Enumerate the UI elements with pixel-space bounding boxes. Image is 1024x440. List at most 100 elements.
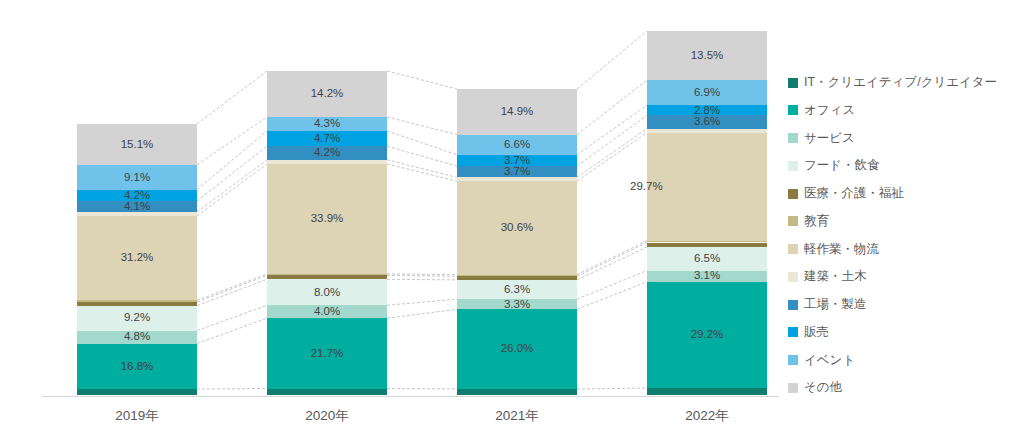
legend-item-factory: 工場・製造 <box>788 296 867 313</box>
segment-value-label: 29.7% <box>630 181 663 193</box>
legend-label: 医療・介護・福祉 <box>804 185 904 202</box>
segment-value-label: 6.3% <box>504 284 530 296</box>
legend-label: 建築・土木 <box>804 268 867 285</box>
segment-value-label: 14.2% <box>311 88 344 100</box>
segment-light_work: 31.2% <box>77 216 197 301</box>
segment-construction <box>267 160 387 164</box>
connector-line <box>197 305 267 330</box>
legend-swatch-icon <box>788 161 798 171</box>
connector-line <box>197 275 267 302</box>
segment-construction <box>77 212 197 216</box>
segment-office: 26.0% <box>457 309 577 389</box>
connector-line <box>577 282 647 310</box>
segment-sales: 2.8% <box>647 105 767 115</box>
segment-it <box>647 388 767 395</box>
segment-office: 29.2% <box>647 282 767 388</box>
legend-label: 教育 <box>804 213 829 230</box>
connector-line <box>197 117 267 165</box>
connector-line <box>197 160 267 212</box>
connector-line <box>577 133 647 182</box>
segment-other: 15.1% <box>77 124 197 165</box>
connector-line <box>197 279 267 305</box>
segment-value-label: 2.8% <box>694 105 720 117</box>
legend-item-medical: 医療・介護・福祉 <box>788 185 904 202</box>
segment-factory: 4.2% <box>267 146 387 160</box>
connector-line <box>387 299 457 305</box>
segment-value-label: 16.8% <box>121 361 154 373</box>
segment-construction <box>457 177 577 181</box>
legend-swatch-icon <box>788 244 798 254</box>
legend-item-food: フード・飲食 <box>788 157 880 174</box>
segment-medical <box>77 302 197 306</box>
connector-line <box>197 146 267 201</box>
segment-sales: 4.2% <box>77 190 197 201</box>
segment-value-label: 6.6% <box>504 139 530 151</box>
segment-service: 4.0% <box>267 305 387 318</box>
segment-service: 3.1% <box>647 271 767 282</box>
segment-food: 6.3% <box>457 280 577 299</box>
segment-service: 3.3% <box>457 299 577 309</box>
legend-swatch-icon <box>788 133 798 143</box>
legend-swatch-icon <box>788 216 798 226</box>
legend-item-construction: 建築・土木 <box>788 268 867 285</box>
legend-label: オフィス <box>804 102 855 119</box>
segment-food: 9.2% <box>77 306 197 331</box>
segment-event: 6.6% <box>457 135 577 155</box>
segment-factory: 3.7% <box>457 166 577 177</box>
legend-item-service: サービス <box>788 130 855 147</box>
segment-value-label: 4.2% <box>124 190 150 202</box>
legend-swatch-icon <box>788 189 798 199</box>
bar-2021年: 26.0%3.3%6.3%30.6%3.7%3.7%6.6%14.9% <box>457 89 577 395</box>
legend-label: フード・飲食 <box>804 157 880 174</box>
segment-light_work: 29.7% <box>647 133 767 241</box>
segment-value-label: 13.5% <box>691 50 724 62</box>
connector-line <box>387 117 457 135</box>
segment-sales: 3.7% <box>457 155 577 166</box>
segment-value-label: 4.3% <box>314 118 340 130</box>
segment-value-label: 14.9% <box>501 106 534 118</box>
connector-line <box>387 160 457 178</box>
legend-item-event: イベント <box>788 352 855 369</box>
segment-value-label: 29.2% <box>691 329 724 341</box>
connector-line <box>577 247 647 280</box>
segment-light_work: 33.9% <box>267 164 387 274</box>
legend-swatch-icon <box>788 272 798 282</box>
segment-event: 6.9% <box>647 80 767 105</box>
segment-event: 4.3% <box>267 117 387 131</box>
segment-education <box>457 275 577 277</box>
connector-line <box>387 275 457 276</box>
legend-label: 販売 <box>804 324 829 341</box>
segment-value-label: 26.0% <box>501 343 534 355</box>
connector-line <box>387 279 457 280</box>
segment-it <box>77 389 197 395</box>
segment-service: 4.8% <box>77 331 197 344</box>
legend-label: 工場・製造 <box>804 296 867 313</box>
segment-value-label: 6.9% <box>694 87 720 99</box>
legend-item-office: オフィス <box>788 102 855 119</box>
stacked-bar-chart: 16.8%4.8%9.2%31.2%4.1%4.2%9.1%15.1%21.7%… <box>0 0 1024 440</box>
connector-line <box>387 146 457 166</box>
legend-item-education: 教育 <box>788 213 829 230</box>
segment-other: 14.2% <box>267 71 387 117</box>
connector-line <box>577 241 647 275</box>
segment-it <box>267 389 387 395</box>
bar-2022年: 29.2% 3.1%6.5% 29.7% 3.6%2.8% 6.9% 13.5% <box>647 31 767 395</box>
bar-2019年: 16.8%4.8%9.2%31.2%4.1%4.2%9.1%15.1% <box>77 124 197 395</box>
legend-label: 軽作業・物流 <box>804 241 879 258</box>
connector-line <box>387 71 457 89</box>
x-axis-label: 2021年 <box>495 407 539 425</box>
legend-label: サービス <box>804 130 855 147</box>
segment-value-label: 9.1% <box>124 172 150 184</box>
segment-medical <box>457 276 577 280</box>
connector-line <box>387 164 457 181</box>
segment-value-label: 21.7% <box>311 348 344 360</box>
segment-value-label: 3.7% <box>504 166 530 178</box>
connector-line <box>387 274 457 275</box>
legend-item-sales: 販売 <box>788 324 829 341</box>
segment-value-label: 4.0% <box>314 306 340 318</box>
segment-value-label: 3.6% <box>694 116 720 128</box>
x-axis-label: 2019年 <box>115 407 159 425</box>
segment-food: 6.5% <box>647 247 767 271</box>
legend-item-light_work: 軽作業・物流 <box>788 241 879 258</box>
segment-it <box>457 389 577 395</box>
